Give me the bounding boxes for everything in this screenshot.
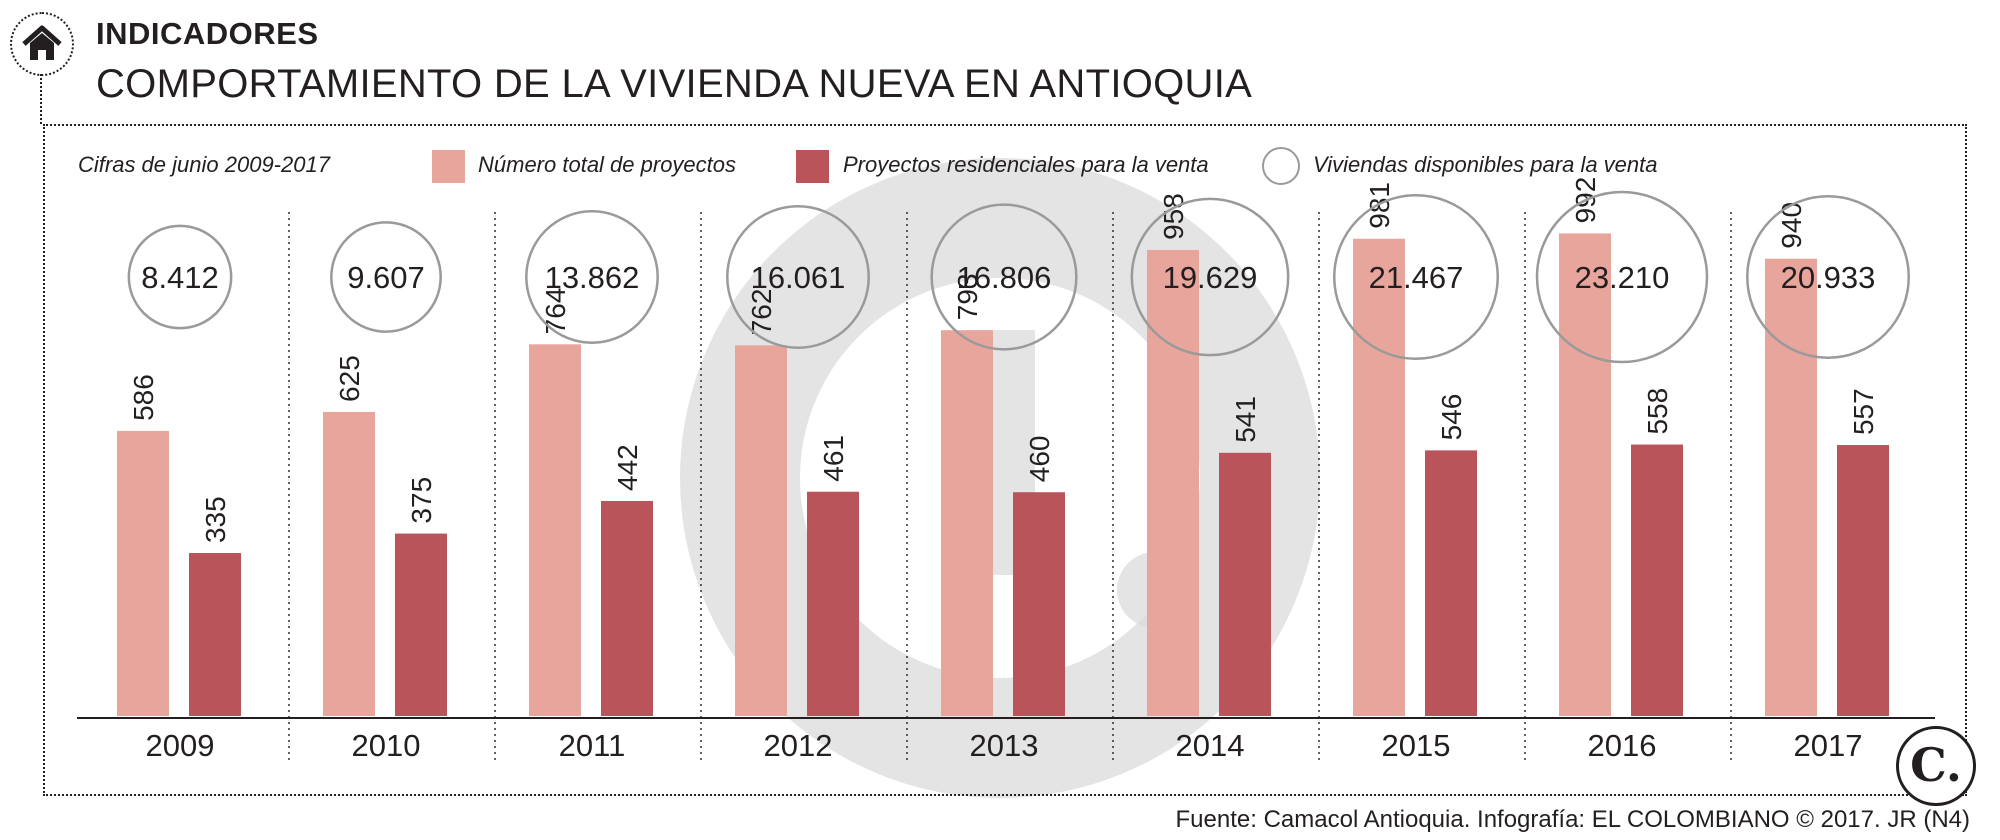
label-residential-2011: 442 <box>612 444 643 491</box>
circle-available-2011 <box>525 210 659 344</box>
label-total-2015: 981 <box>1364 182 1395 229</box>
bar-total-2012 <box>735 345 787 716</box>
circle-available-2010 <box>330 221 442 333</box>
circle-label-2011: 13.862 <box>545 260 640 295</box>
colombiano-logo-icon: C. <box>1896 726 1976 806</box>
chart-title: COMPORTAMIENTO DE LA VIVIENDA NUEVA EN A… <box>96 62 1253 106</box>
x-tick-2013: 2013 <box>970 728 1039 763</box>
label-residential-2016: 558 <box>1642 388 1673 435</box>
legend-note: Cifras de junio 2009-2017 <box>78 152 330 177</box>
bar-residential-2012 <box>807 491 859 716</box>
circle-available-2017 <box>1746 195 1910 359</box>
x-axis-labels: 2009 2010 2011 2012 2013 2014 2015 2016 2017 <box>146 728 1863 763</box>
bar-total-2010 <box>323 411 375 716</box>
label-residential-2015: 546 <box>1436 394 1467 441</box>
circle-label-2013: 16.806 <box>957 260 1052 295</box>
circle-label-2012: 16.061 <box>751 260 846 295</box>
bar-residential-2011 <box>601 500 653 716</box>
source-credit: Fuente: Camacol Antioquia. Infografía: E… <box>1175 806 1970 833</box>
x-tick-2009: 2009 <box>146 728 215 763</box>
legend-label-total: Número total de proyectos <box>478 152 737 177</box>
legend-circle-icon <box>1262 147 1300 185</box>
bar-total-2013 <box>941 330 993 716</box>
bar-total-2016 <box>1559 233 1611 716</box>
circle-label-2017: 20.933 <box>1781 260 1876 295</box>
label-total-2009: 586 <box>128 374 159 421</box>
x-tick-2016: 2016 <box>1588 728 1657 763</box>
label-residential-2013: 460 <box>1024 435 1055 482</box>
label-residential-2009: 335 <box>200 496 231 543</box>
chart-frame <box>43 124 1967 796</box>
bar-total-2011 <box>529 344 581 716</box>
label-residential-2010: 375 <box>406 477 437 524</box>
circle-label-2009: 8.412 <box>141 260 219 295</box>
circle-available-2009 <box>127 224 233 330</box>
series-residential-projects: 335 375 442 461 460 541 546 558 557 <box>189 388 1889 716</box>
circle-available-2015 <box>1333 194 1499 360</box>
legend-swatch-residential <box>796 150 829 183</box>
series-available-homes: 8.412 9.607 13.862 16.061 16.806 19.629 21.467… <box>127 190 1910 364</box>
column-dividers <box>288 212 1732 762</box>
x-tick-2012: 2012 <box>764 728 833 763</box>
bar-residential-2009 <box>189 553 241 716</box>
x-tick-2017: 2017 <box>1794 728 1863 763</box>
circle-available-2013 <box>930 203 1078 351</box>
x-tick-2014: 2014 <box>1176 728 1245 763</box>
bar-total-2014 <box>1147 249 1199 717</box>
circle-label-2014: 19.629 <box>1163 260 1258 295</box>
home-icon <box>22 25 62 60</box>
circle-available-2014 <box>1130 197 1290 357</box>
legend-label-residential: Proyectos residenciales para la venta <box>843 152 1209 177</box>
label-total-2012: 762 <box>746 289 777 336</box>
bar-total-2017 <box>1765 258 1817 716</box>
bar-residential-2010 <box>395 533 447 716</box>
bar-residential-2017 <box>1837 445 1889 716</box>
header-connector <box>40 74 42 124</box>
legend-swatch-total <box>432 150 465 183</box>
label-residential-2012: 461 <box>818 435 849 482</box>
x-tick-2015: 2015 <box>1382 728 1451 763</box>
home-badge <box>10 12 74 76</box>
bar-total-2009 <box>117 430 169 716</box>
circle-label-2015: 21.467 <box>1369 260 1464 295</box>
bar-residential-2014 <box>1219 452 1271 716</box>
label-total-2013: 793 <box>952 273 983 320</box>
legend-label-available: Viviendas disponibles para la venta <box>1313 152 1658 177</box>
section-kicker: INDICADORES <box>96 16 319 51</box>
bar-residential-2016 <box>1631 444 1683 716</box>
label-residential-2014: 541 <box>1230 396 1261 443</box>
x-tick-2011: 2011 <box>559 728 626 763</box>
circle-label-2016: 23.210 <box>1575 260 1670 295</box>
label-total-2011: 764 <box>540 288 571 335</box>
x-tick-2010: 2010 <box>352 728 421 763</box>
bar-total-2015 <box>1353 238 1405 716</box>
label-total-2014: 958 <box>1158 193 1189 240</box>
circle-label-2010: 9.607 <box>347 260 425 295</box>
circle-available-2016 <box>1535 190 1709 364</box>
circle-available-2012 <box>726 205 870 349</box>
label-total-2010: 625 <box>334 355 365 402</box>
label-residential-2017: 557 <box>1848 388 1879 435</box>
bar-residential-2015 <box>1425 450 1477 716</box>
bar-residential-2013 <box>1013 492 1065 716</box>
